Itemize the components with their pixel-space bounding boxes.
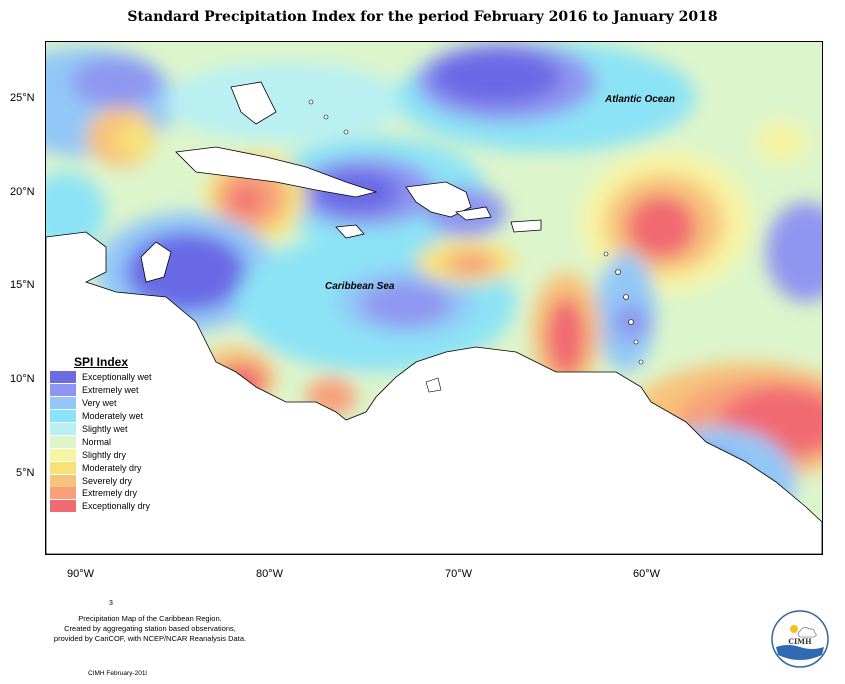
footnote-line-3: provided by CariCOF, with NCEP/NCAR Rean… (53, 634, 247, 643)
lon-label-80: 80°W (256, 568, 284, 580)
footnote-line-2: Created by aggregating station based obs… (64, 624, 236, 633)
page-marker: 3 (109, 600, 113, 607)
legend-swatch (50, 397, 76, 410)
legend-swatch (50, 423, 76, 435)
legend-label: Normal (82, 436, 112, 447)
legend-item: Exceptionally wet (50, 371, 182, 384)
lon-label-70: 70°W (445, 568, 473, 580)
lon-label-60: 60°W (633, 568, 661, 580)
lat-label-10: 10°N (10, 373, 35, 385)
lat-label-20: 20°N (10, 186, 35, 198)
legend-label: Slightly dry (82, 449, 127, 460)
footnote-line-1: Precipitation Map of the Caribbean Regio… (78, 614, 222, 623)
legend-swatch (50, 435, 76, 448)
legend-label: Extremely wet (82, 385, 139, 396)
legend-swatch (50, 500, 76, 513)
atlantic-ocean-label: Atlantic Ocean (605, 94, 676, 105)
lat-label-25: 25°N (10, 92, 35, 104)
cloud-icon (797, 627, 817, 638)
spi-map (46, 42, 822, 554)
legend-label: Very wet (82, 398, 117, 409)
lon-label-90: 90°W (67, 568, 95, 580)
legend-item: Extremely wet (50, 384, 182, 397)
legend-item: Moderately wet (50, 410, 182, 423)
sun-icon (790, 625, 798, 633)
legend-label: Slightly wet (82, 424, 128, 434)
lat-label-5: 5°N (16, 467, 35, 479)
legend-label: Exceptionally dry (82, 501, 151, 512)
map-canvas (45, 41, 823, 555)
footnote: Precipitation Map of the Caribbean Regio… (30, 614, 270, 644)
legend-item: Exceptionally dry (50, 500, 182, 513)
legend-swatch (50, 461, 76, 474)
islands (308, 99, 644, 393)
legend-item: Normal (50, 435, 182, 448)
legend-item: Extremely dry (50, 487, 182, 500)
legend-title: SPI Index (74, 355, 129, 369)
legend-label: Exceptionally wet (82, 372, 152, 383)
legend-label: Severely dry (82, 475, 133, 486)
logo-text: CIMH (788, 637, 812, 646)
legend-label: Extremely dry (82, 488, 138, 499)
legend-swatch (50, 474, 76, 487)
legend-swatch (50, 384, 76, 397)
legend-item: Very wet (50, 397, 182, 410)
spi-field (46, 42, 822, 537)
footer-date: CIMH February-201l (88, 670, 147, 677)
legend-swatch (50, 410, 76, 423)
lat-label-15: 15°N (10, 279, 35, 291)
legend-item: Moderately dry (50, 461, 182, 474)
landmasses (46, 81, 822, 554)
legend-item: Severely dry (50, 474, 182, 487)
legend-swatch (50, 371, 76, 384)
legend-label: Moderately dry (82, 462, 142, 473)
cimh-logo: CIMH (771, 610, 829, 668)
legend-item: Slightly dry (50, 448, 182, 461)
legend-item: Slightly wet (50, 423, 182, 436)
legend-swatch (50, 487, 76, 500)
spi-legend: SPI Index Exceptionally wet Extremely wet… (50, 355, 182, 513)
map-title: Standard Precipitation Index for the per… (127, 9, 718, 25)
caribbean-sea-label: Caribbean Sea (325, 281, 395, 292)
legend-label: Moderately wet (82, 411, 144, 422)
legend-swatch (50, 448, 76, 461)
